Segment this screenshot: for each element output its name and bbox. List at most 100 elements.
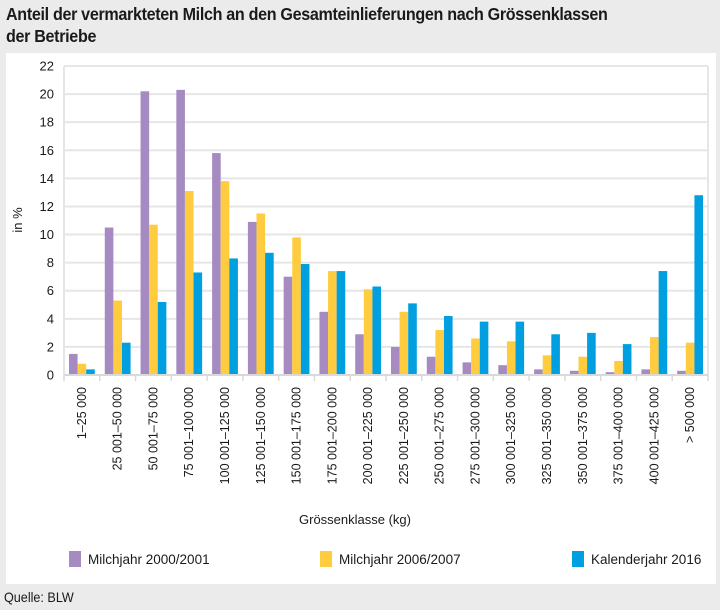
bar bbox=[506, 341, 516, 375]
bar bbox=[372, 286, 382, 375]
bar bbox=[184, 191, 194, 375]
x-tick-label: 325 001–350 000 bbox=[540, 387, 554, 484]
x-tick-label: > 500 000 bbox=[683, 387, 697, 443]
bar bbox=[605, 372, 615, 375]
bar bbox=[587, 332, 596, 375]
x-tick-label: 100 001–125 000 bbox=[218, 387, 232, 484]
x-tick-label: 125 001–150 000 bbox=[254, 387, 268, 484]
source-note: Quelle: BLW bbox=[4, 589, 74, 605]
bar bbox=[355, 334, 364, 375]
legend-swatch bbox=[572, 551, 584, 567]
bar bbox=[542, 355, 552, 375]
x-tick-label: 375 001–400 000 bbox=[612, 387, 626, 484]
bar bbox=[113, 300, 122, 375]
legend-item: Milchjahr 2000/2001 bbox=[69, 551, 210, 567]
bar bbox=[426, 356, 436, 375]
bar bbox=[391, 346, 400, 375]
bar bbox=[319, 311, 329, 375]
chart-title: Anteil der vermarkteten Milch an den Ges… bbox=[6, 3, 650, 47]
bar bbox=[694, 195, 704, 375]
bar bbox=[462, 362, 472, 375]
x-tick-label: 400 001–425 000 bbox=[647, 387, 661, 484]
y-tick-label: 20 bbox=[40, 87, 54, 102]
legend-swatch bbox=[320, 551, 332, 567]
y-tick-label: 8 bbox=[47, 255, 54, 270]
bar bbox=[498, 365, 507, 375]
bar bbox=[86, 369, 95, 375]
legend-label: Milchjahr 2000/2001 bbox=[88, 552, 210, 567]
y-tick-label: 6 bbox=[47, 283, 54, 298]
bar bbox=[256, 213, 266, 375]
bar bbox=[408, 303, 417, 375]
bar bbox=[157, 301, 167, 375]
bar bbox=[622, 344, 632, 375]
bar bbox=[77, 363, 87, 375]
bar bbox=[534, 369, 543, 375]
bar bbox=[569, 370, 579, 375]
bar bbox=[104, 227, 114, 375]
bar bbox=[140, 91, 150, 376]
bar bbox=[443, 316, 453, 375]
x-tick-label: 225 001–250 000 bbox=[397, 387, 411, 484]
bar bbox=[149, 224, 158, 375]
x-tick-label: 250 001–275 000 bbox=[433, 387, 447, 484]
bars bbox=[69, 89, 704, 376]
bar bbox=[658, 271, 668, 375]
y-tick-label: 16 bbox=[40, 143, 54, 158]
gridlines bbox=[63, 65, 709, 376]
y-axis-label: in % bbox=[10, 207, 25, 233]
y-tick-label: 14 bbox=[40, 171, 54, 186]
bar bbox=[193, 272, 203, 375]
x-tick-label: 275 001–300 000 bbox=[468, 387, 482, 484]
x-axis-ticks: 1–25 000 25 001–50 000 50 001–75 000 75 001… bbox=[75, 387, 697, 484]
bar bbox=[677, 370, 686, 375]
x-tick-label: 150 001–175 000 bbox=[290, 387, 304, 484]
y-tick-label: 0 bbox=[47, 368, 54, 383]
x-axis bbox=[63, 374, 709, 381]
bar bbox=[247, 221, 257, 375]
bar bbox=[292, 237, 301, 375]
bar bbox=[176, 89, 185, 376]
y-tick-label: 10 bbox=[40, 227, 54, 242]
x-tick-label: 75 001–100 000 bbox=[182, 387, 196, 477]
bar bbox=[435, 330, 444, 375]
legend: Milchjahr 2000/2001 Milchjahr 2006/2007 Ka… bbox=[69, 551, 701, 567]
bar bbox=[212, 153, 221, 375]
legend-label: Kalenderjahr 2016 bbox=[591, 552, 701, 567]
bar bbox=[283, 276, 293, 375]
y-tick-label: 18 bbox=[40, 115, 54, 130]
y-tick-label: 22 bbox=[40, 59, 54, 74]
chart-title-line-2: der Betriebe bbox=[6, 26, 97, 46]
x-tick-label: 300 001–325 000 bbox=[504, 387, 518, 484]
x-tick-label: 175 001–200 000 bbox=[325, 387, 339, 484]
legend-item: Milchjahr 2006/2007 bbox=[320, 551, 461, 567]
bar bbox=[685, 342, 695, 375]
y-axis-ticks: 0 2 4 6 8 10 12 14 16 18 20 22 bbox=[40, 59, 54, 383]
y-tick-label: 2 bbox=[47, 339, 54, 354]
y-tick-label: 4 bbox=[47, 311, 54, 326]
x-tick-label: 350 001–375 000 bbox=[576, 387, 590, 484]
bar bbox=[328, 271, 337, 375]
bar bbox=[578, 356, 588, 375]
bar bbox=[551, 334, 560, 375]
bar bbox=[336, 271, 346, 375]
legend-label: Milchjahr 2006/2007 bbox=[339, 552, 461, 567]
legend-swatch bbox=[69, 551, 81, 567]
bar bbox=[515, 321, 525, 375]
x-tick-label: 25 001–50 000 bbox=[111, 387, 125, 470]
series-3 bbox=[86, 195, 704, 375]
bar bbox=[220, 181, 230, 375]
series-2 bbox=[77, 181, 695, 375]
bar bbox=[121, 342, 131, 375]
bar bbox=[614, 360, 623, 375]
bar bbox=[229, 258, 238, 375]
x-tick-label: 1–25 000 bbox=[75, 387, 89, 439]
bar bbox=[265, 252, 274, 375]
bar bbox=[399, 311, 409, 375]
x-tick-label: 200 001–225 000 bbox=[361, 387, 375, 484]
bar bbox=[479, 321, 489, 375]
bar bbox=[650, 337, 659, 375]
bar bbox=[641, 369, 651, 375]
series-1 bbox=[69, 89, 686, 376]
